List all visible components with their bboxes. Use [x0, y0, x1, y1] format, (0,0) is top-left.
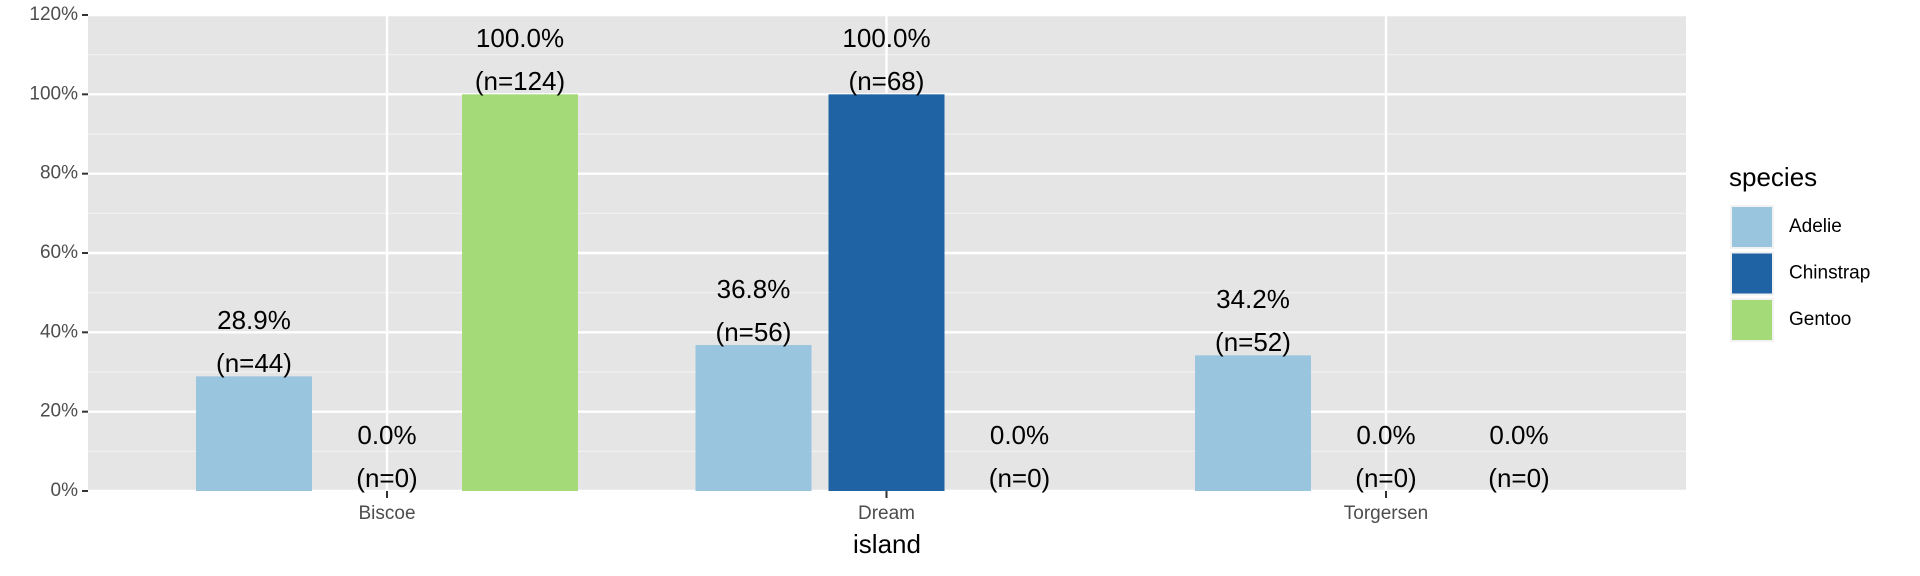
- count-label: (n=52): [1215, 327, 1291, 357]
- count-label: (n=124): [475, 66, 565, 96]
- value-label: 34.2%: [1216, 284, 1290, 314]
- count-label: (n=44): [216, 348, 292, 378]
- legend-key: [1732, 253, 1772, 294]
- y-tick-label: 20%: [40, 401, 78, 422]
- x-tick-label: Biscoe: [358, 503, 415, 524]
- legend-label: Chinstrap: [1789, 263, 1870, 284]
- value-label: 28.9%: [217, 305, 291, 335]
- y-tick-label: 80%: [40, 163, 78, 184]
- bar: [828, 94, 945, 491]
- legend-key: [1732, 207, 1772, 247]
- count-label: (n=0): [356, 463, 417, 493]
- value-label: 36.8%: [717, 274, 791, 304]
- y-tick-label: 0%: [51, 480, 79, 501]
- y-tick-label: 100%: [29, 83, 78, 104]
- count-label: (n=68): [849, 66, 925, 96]
- y-tick-label: 60%: [40, 242, 78, 263]
- value-label: 0.0%: [357, 420, 416, 450]
- value-label: 0.0%: [1489, 420, 1548, 450]
- legend-title: species: [1729, 162, 1817, 192]
- bar: [462, 94, 578, 491]
- legend-key: [1732, 300, 1772, 340]
- value-label: 0.0%: [990, 420, 1049, 450]
- count-label: (n=0): [1488, 463, 1549, 493]
- x-axis-title: island: [853, 529, 921, 559]
- y-tick-label: 120%: [29, 4, 78, 25]
- bar: [1195, 355, 1311, 491]
- bar: [196, 376, 312, 491]
- value-label: 100.0%: [476, 23, 564, 53]
- legend-label: Gentoo: [1789, 309, 1851, 330]
- x-tick-label: Torgersen: [1344, 503, 1429, 524]
- bar: [695, 345, 812, 491]
- value-label: 100.0%: [842, 23, 930, 53]
- count-label: (n=56): [716, 317, 792, 347]
- count-label: (n=0): [989, 463, 1050, 493]
- y-tick-label: 40%: [40, 321, 78, 342]
- legend-label: Adelie: [1789, 216, 1842, 237]
- value-label: 0.0%: [1356, 420, 1415, 450]
- x-tick-label: Dream: [858, 503, 915, 524]
- count-label: (n=0): [1355, 463, 1416, 493]
